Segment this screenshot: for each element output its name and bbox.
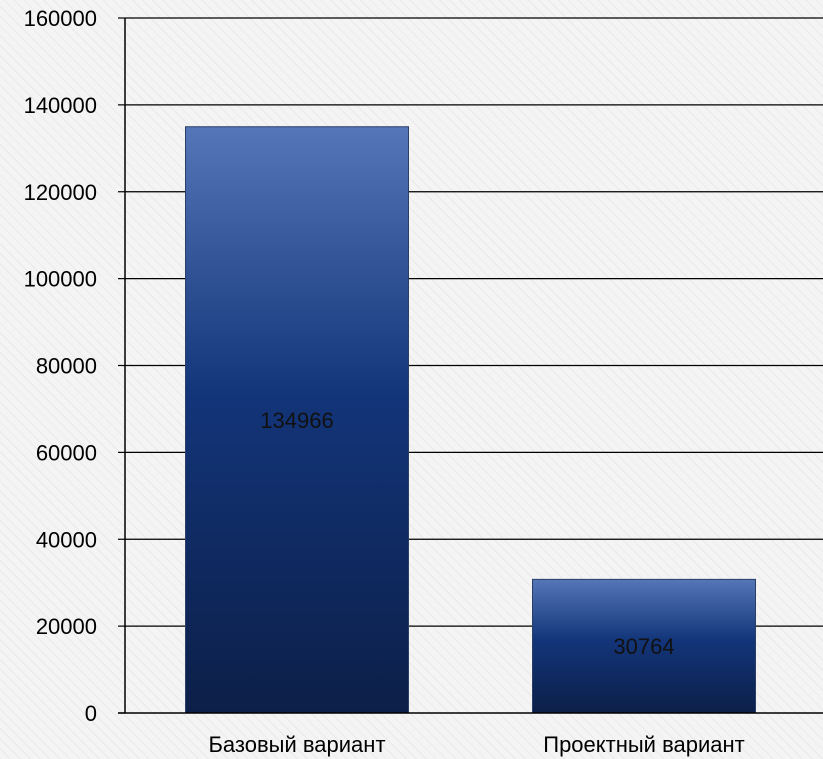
bar — [185, 126, 409, 714]
y-tick-label: 20000 — [36, 614, 97, 639]
bar — [532, 578, 756, 714]
y-axis-tick-labels: 0 20000 40000 60000 80000 100000 120000 140000 1… — [24, 6, 97, 726]
y-tick-label: 80000 — [36, 354, 97, 379]
axes — [118, 18, 823, 714]
bars — [185, 126, 756, 714]
y-tick-label: 160000 — [24, 6, 97, 31]
y-tick-label: 0 — [85, 701, 97, 726]
y-tick-label: 60000 — [36, 440, 97, 465]
data-labels: 134966 30764 — [260, 408, 674, 659]
bar-data-label: 30764 — [613, 634, 674, 659]
y-tick-label: 40000 — [36, 527, 97, 552]
y-tick-label: 140000 — [24, 93, 97, 118]
x-category-label: Базовый вариант — [208, 732, 385, 757]
x-category-label: Проектный вариант — [543, 732, 745, 757]
y-tick-label: 120000 — [24, 180, 97, 205]
bar-data-label: 134966 — [260, 408, 333, 433]
x-axis-category-labels: Базовый вариант Проектный вариант — [208, 732, 744, 757]
y-tick-label: 100000 — [24, 267, 97, 292]
